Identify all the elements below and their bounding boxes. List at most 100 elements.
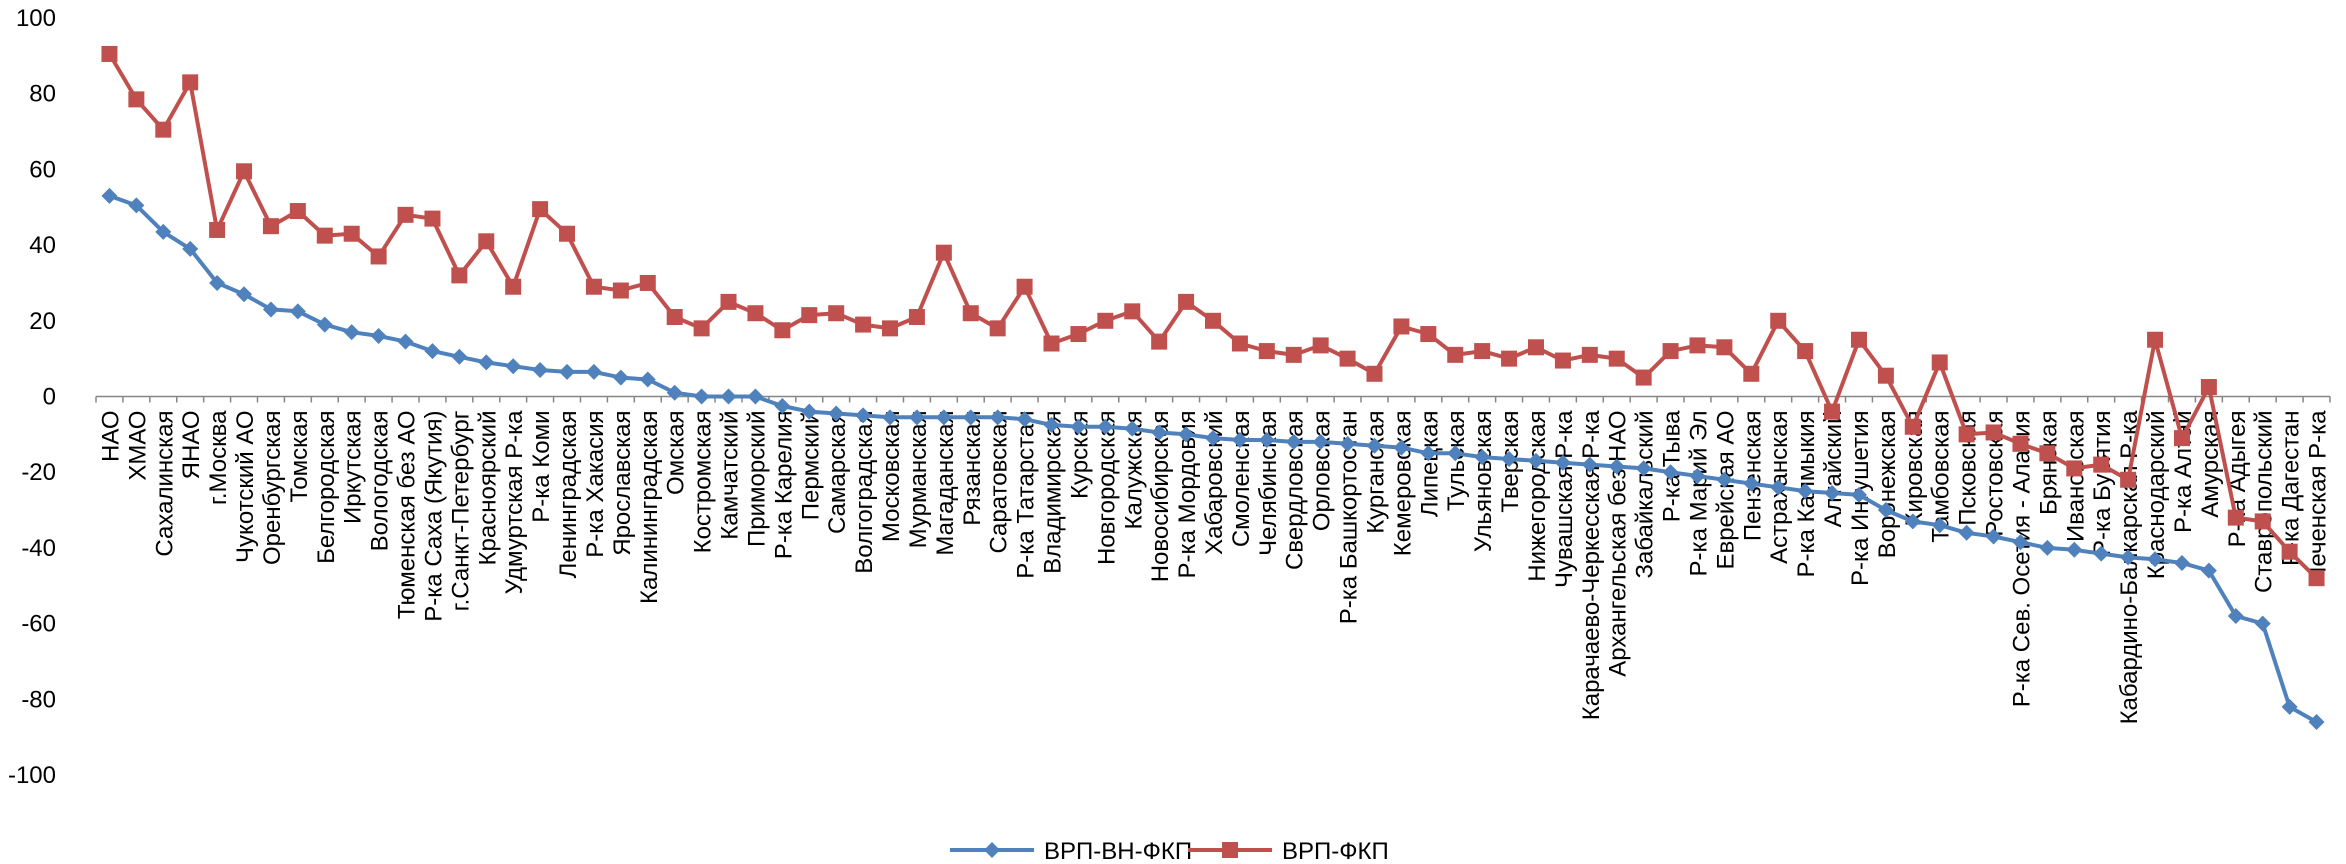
- data-point: [1797, 483, 1814, 500]
- data-point: [1070, 326, 1087, 343]
- data-point: [693, 388, 710, 405]
- data-point: [2066, 460, 2083, 477]
- legend-item: ВРП-ВН-ФКП: [950, 838, 1192, 864]
- data-point: [2120, 471, 2137, 488]
- x-tick-label: НАО: [97, 411, 124, 462]
- data-point: [370, 327, 387, 344]
- x-tick-label: Ставропольский: [2251, 411, 2278, 593]
- data-point: [1904, 513, 1921, 530]
- y-tick-label: 80: [29, 81, 56, 108]
- data-point: [343, 225, 360, 242]
- data-point: [1070, 418, 1087, 435]
- x-tick-label: Магаданская: [932, 411, 959, 556]
- series-2: [101, 45, 2325, 587]
- data-point: [2254, 513, 2271, 530]
- x-tick-label: Омская: [663, 411, 690, 496]
- data-point: [532, 362, 549, 379]
- x-tick-label: Брянская: [2035, 411, 2062, 515]
- data-point: [989, 409, 1006, 426]
- data-point: [855, 407, 872, 424]
- data-point: [1366, 437, 1383, 454]
- data-point: [182, 74, 199, 91]
- data-point: [1474, 449, 1491, 466]
- data-point: [1097, 312, 1114, 329]
- data-point: [397, 206, 414, 223]
- data-point: [1393, 439, 1410, 456]
- data-point: [262, 218, 279, 235]
- x-tick-label: Мурманская: [905, 411, 932, 549]
- data-point: [1501, 350, 1518, 367]
- x-tick-label: Р-ка Марий Эл: [1685, 411, 1712, 577]
- series-layer: [101, 45, 2325, 731]
- data-point: [1097, 418, 1114, 435]
- x-tick-label: Р-ка Татарстан: [1013, 411, 1040, 579]
- legend-label: ВРП-ФКП: [1282, 838, 1389, 864]
- data-point: [505, 278, 522, 295]
- data-point: [2281, 698, 2298, 715]
- y-tick-label: 20: [29, 308, 56, 335]
- data-point: [1205, 430, 1221, 447]
- data-point: [639, 371, 656, 388]
- y-tick-label: 60: [29, 156, 56, 183]
- data-point: [2254, 615, 2271, 632]
- data-point: [666, 384, 683, 401]
- data-point: [1420, 445, 1437, 462]
- data-point: [1716, 471, 1733, 488]
- data-point: [1743, 475, 1760, 492]
- x-tick-label: Амурская: [2197, 411, 2224, 518]
- data-point: [1716, 339, 1733, 356]
- data-point: [370, 248, 387, 265]
- data-point: [397, 333, 414, 350]
- data-point: [1608, 458, 1625, 475]
- data-point: [1850, 486, 1867, 503]
- y-tick-label: -40: [21, 535, 56, 562]
- x-tick-label: Ульяновская: [1470, 411, 1497, 553]
- data-point: [1958, 426, 1975, 443]
- x-tick-label: Архангельская без НАО: [1605, 411, 1632, 677]
- data-point: [2173, 430, 2190, 447]
- y-tick-label: -60: [21, 611, 56, 638]
- data-point: [1016, 278, 1033, 295]
- data-point: [801, 403, 818, 420]
- data-point: [1931, 517, 1948, 534]
- x-tick-label: Р-ка Коми: [528, 411, 555, 523]
- data-point: [1985, 528, 2002, 545]
- data-point: [1581, 346, 1598, 363]
- x-tick-label: Р-ка Саха (Якутия): [420, 411, 447, 622]
- data-point: [2093, 456, 2110, 473]
- data-point: [451, 267, 468, 284]
- x-tick-label: Краснодарский: [2143, 411, 2170, 580]
- x-tick-label: Р-ка Бурятия: [2089, 411, 2116, 556]
- data-point: [720, 293, 737, 310]
- data-point: [1366, 365, 1383, 382]
- data-point: [1689, 337, 1706, 354]
- x-tick-label: Еврейская АО: [1712, 411, 1739, 570]
- x-tick-label: Саратовская: [986, 411, 1013, 554]
- data-point: [1850, 331, 1867, 348]
- x-tick-label: Карачаево-Черкесская Р-ка: [1578, 410, 1605, 720]
- data-point: [478, 354, 495, 371]
- data-point: [316, 227, 333, 244]
- y-tick-label: 40: [29, 232, 56, 259]
- data-point: [2200, 379, 2217, 396]
- data-point: [1554, 454, 1571, 471]
- data-point: [1797, 343, 1814, 360]
- x-tick-label: Пензенская: [1739, 411, 1766, 542]
- data-point: [1447, 445, 1464, 462]
- y-tick-label: -100: [8, 762, 56, 789]
- x-tick-label: Красноярский: [474, 411, 501, 566]
- data-point: [989, 320, 1006, 337]
- data-point: [155, 223, 172, 240]
- data-point: [774, 397, 791, 414]
- data-point: [1285, 433, 1302, 450]
- data-point: [1151, 333, 1168, 350]
- data-point: [1124, 303, 1141, 320]
- x-tick-label: Смоленская: [1228, 411, 1255, 548]
- x-tick-label: ЯНАО: [178, 411, 205, 480]
- x-tick-label: Тюменская без АО: [394, 411, 421, 620]
- data-point: [1043, 335, 1060, 352]
- legend-marker: [984, 842, 1000, 858]
- data-point: [1501, 450, 1518, 467]
- x-tick-label: Томская: [286, 411, 313, 503]
- data-point: [1231, 432, 1248, 449]
